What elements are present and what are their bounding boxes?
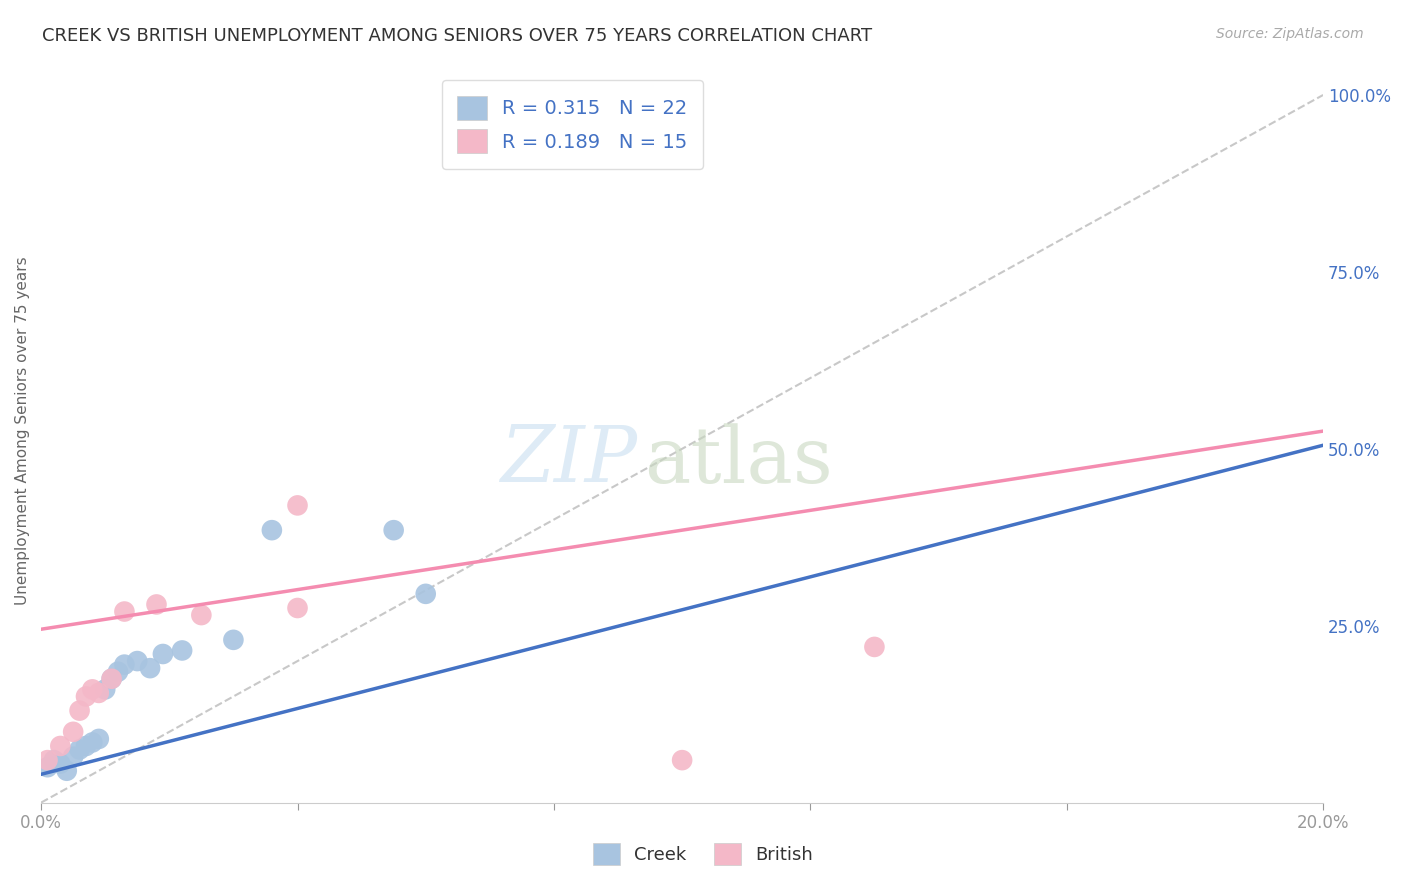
Point [287,601,309,615]
Point [287,499,309,513]
Point [37,753,59,767]
Point [49,756,72,771]
Point [382,523,405,537]
Point [222,632,245,647]
Text: Source: ZipAtlas.com: Source: ZipAtlas.com [1216,27,1364,41]
Point [69,742,91,756]
Point [107,665,129,679]
Point [94,682,117,697]
Point [190,608,212,623]
Point [69,704,91,718]
Y-axis label: Unemployment Among Seniors over 75 years: Unemployment Among Seniors over 75 years [15,257,30,606]
Legend: Creek, British: Creek, British [583,834,823,874]
Point [55,764,77,778]
Point [100,672,122,686]
Point [127,654,149,668]
Point [87,686,110,700]
Point [114,657,136,672]
Point [75,690,97,704]
Point [114,605,136,619]
Point [42,753,65,767]
Point [863,640,886,654]
Point [145,598,167,612]
Point [82,735,104,749]
Point [671,753,693,767]
Text: atlas: atlas [644,423,832,499]
Point [82,682,104,697]
Point [152,647,174,661]
Point [260,523,283,537]
Text: ZIP: ZIP [501,423,637,499]
Point [37,760,59,774]
Point [62,749,84,764]
Point [62,724,84,739]
Point [139,661,162,675]
Point [415,587,437,601]
Point [49,739,72,753]
Legend: R = 0.315   N = 22, R = 0.189   N = 15: R = 0.315 N = 22, R = 0.189 N = 15 [441,80,703,169]
Point [172,643,194,657]
Point [75,739,97,753]
Point [87,731,110,746]
Text: CREEK VS BRITISH UNEMPLOYMENT AMONG SENIORS OVER 75 YEARS CORRELATION CHART: CREEK VS BRITISH UNEMPLOYMENT AMONG SENI… [42,27,872,45]
Point [100,672,122,686]
Point [607,109,630,123]
